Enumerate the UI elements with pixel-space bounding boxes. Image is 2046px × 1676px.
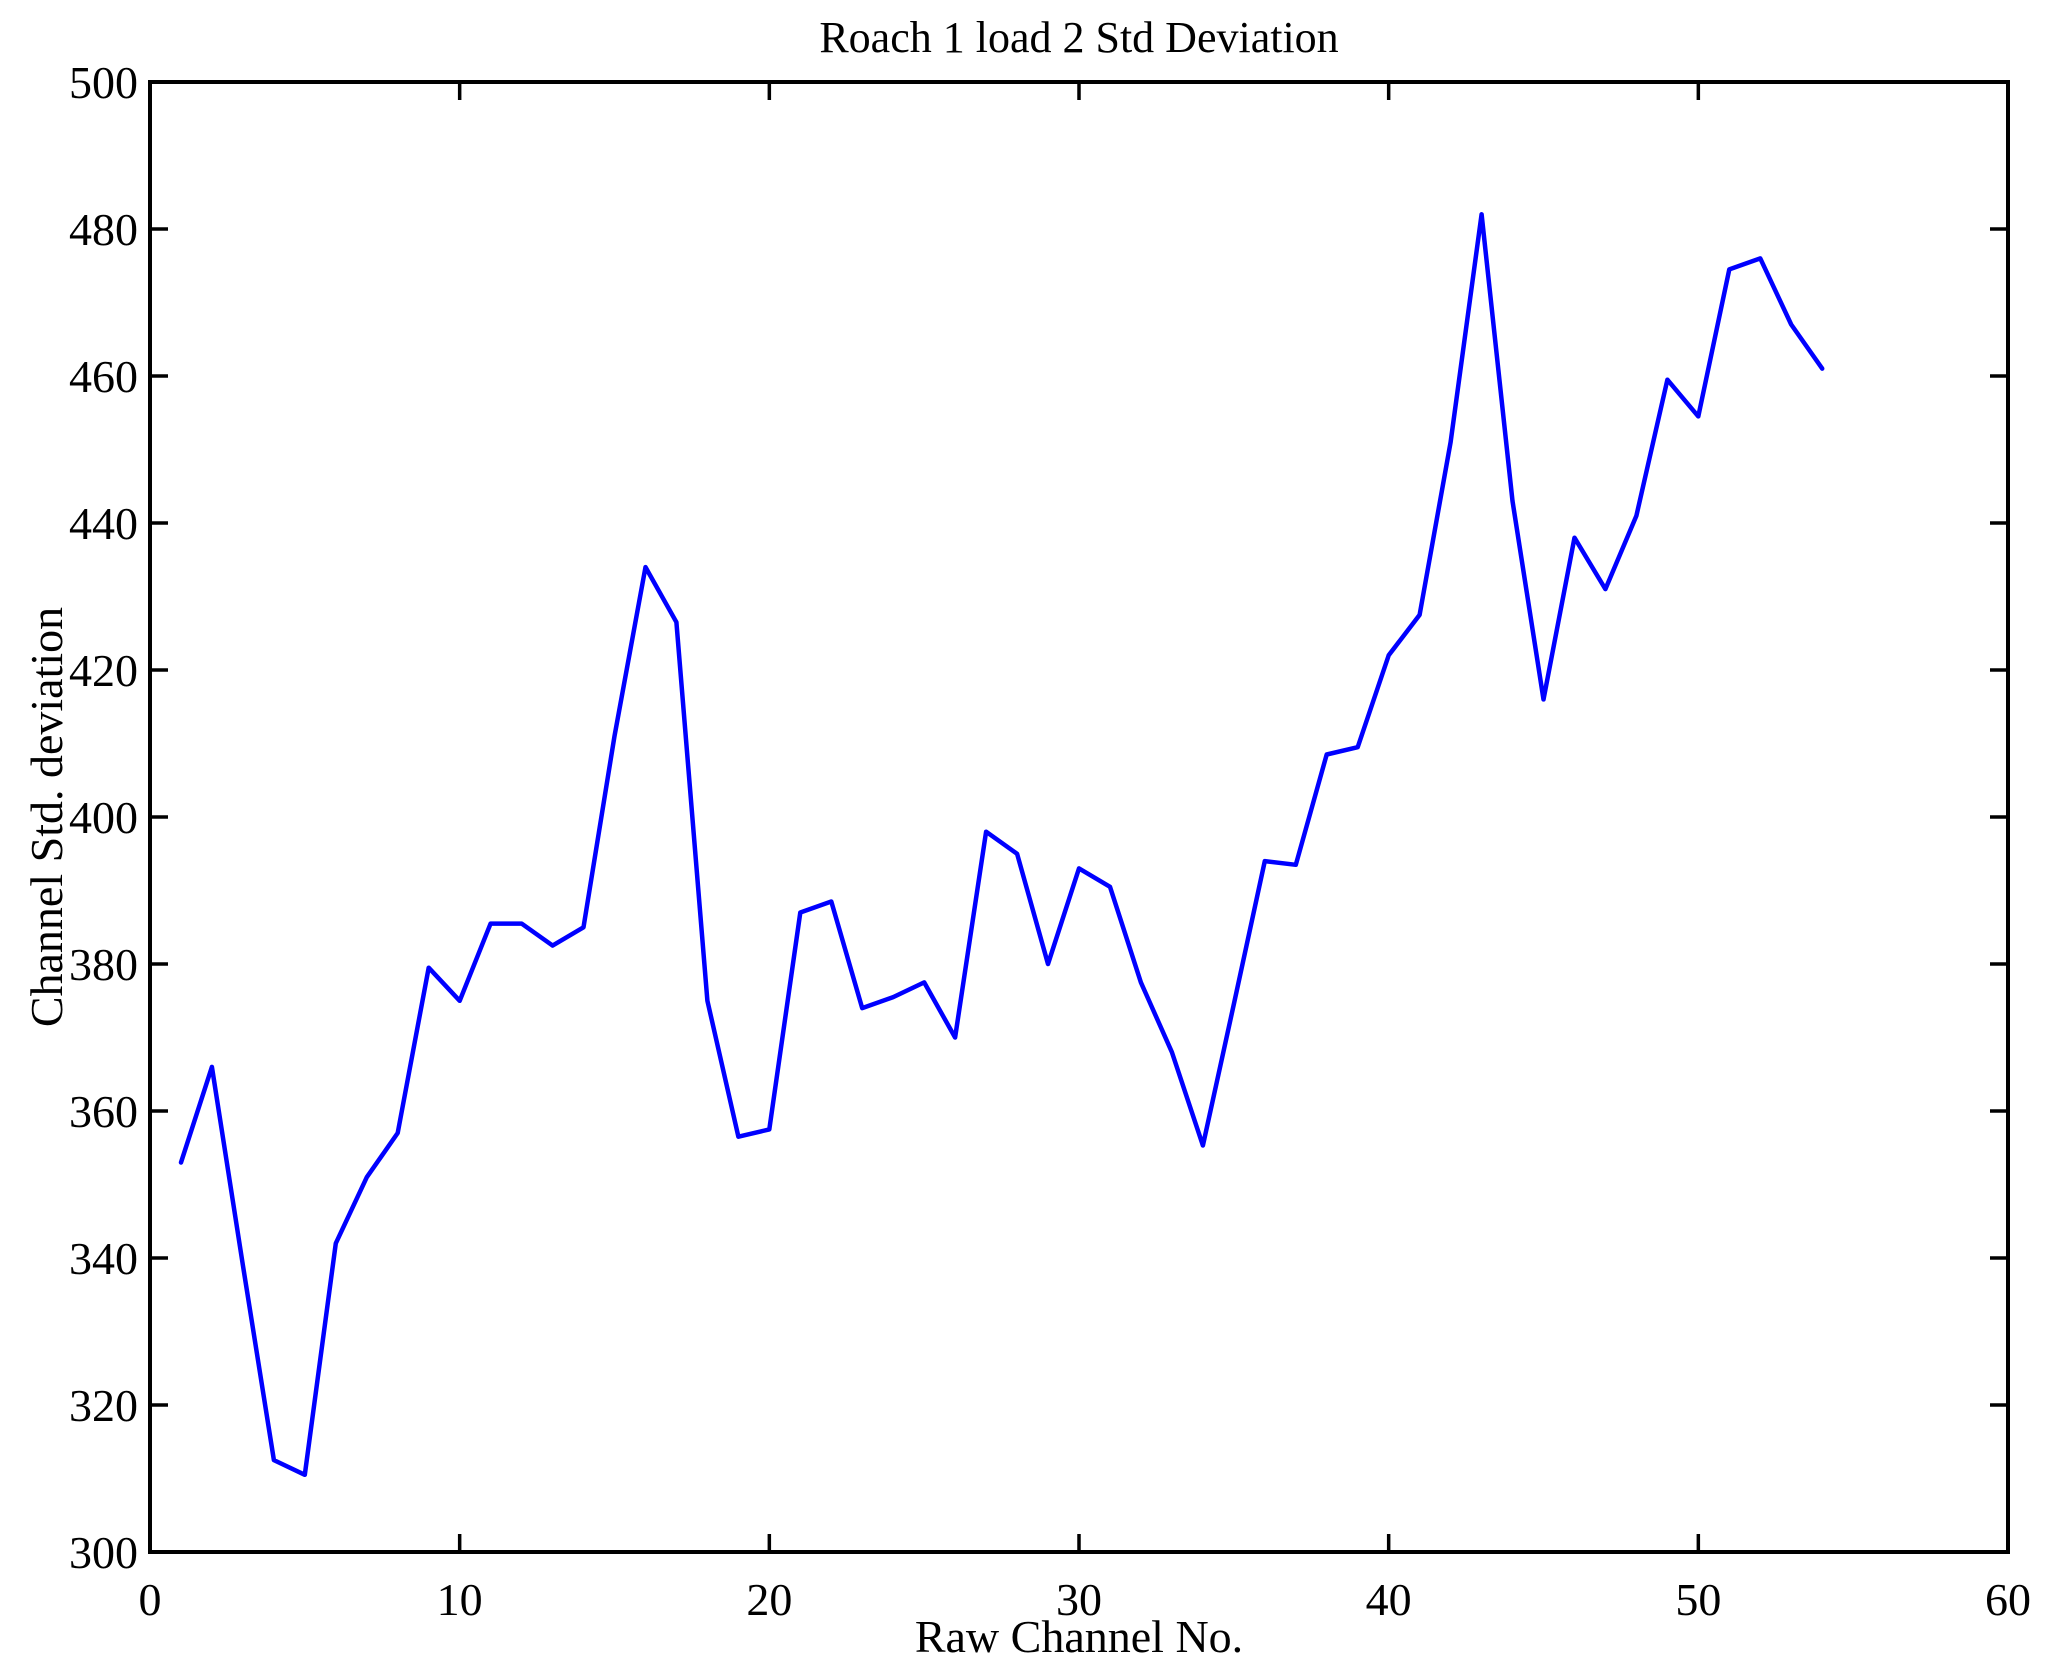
- x-tick-label: 10: [437, 1574, 483, 1625]
- tick-marks: [148, 80, 2010, 1554]
- y-tick-label: 380: [69, 939, 138, 990]
- y-tick-label: 400: [69, 792, 138, 843]
- x-tick-label: 60: [1985, 1574, 2031, 1625]
- y-tick-label: 440: [69, 498, 138, 549]
- y-tick-label: 360: [69, 1086, 138, 1137]
- x-tick-label: 0: [139, 1574, 162, 1625]
- x-axis-label: Raw Channel No.: [915, 1611, 1243, 1662]
- y-tick-label: 480: [69, 204, 138, 255]
- y-axis-label: Channel Std. deviation: [21, 607, 72, 1027]
- y-tick-label: 320: [69, 1380, 138, 1431]
- plot-area: [150, 82, 2008, 1552]
- y-tick-label: 500: [69, 57, 138, 108]
- chart-title: Roach 1 load 2 Std Deviation: [819, 13, 1338, 62]
- x-axis-tick-labels: 0 10 20 30 40 50 60: [139, 1574, 2032, 1625]
- y-tick-label: 340: [69, 1233, 138, 1284]
- x-tick-label: 30: [1056, 1574, 1102, 1625]
- y-axis-tick-labels: 300 320 340 360 380 400 420 440 460 480 500: [69, 57, 138, 1578]
- x-tick-label: 20: [746, 1574, 792, 1625]
- y-tick-label: 460: [69, 351, 138, 402]
- x-tick-label: 40: [1366, 1574, 1412, 1625]
- x-tick-label: 50: [1675, 1574, 1721, 1625]
- y-tick-label: 300: [69, 1527, 138, 1578]
- data-line-series: [178, 212, 1825, 1478]
- y-tick-label: 420: [69, 645, 138, 696]
